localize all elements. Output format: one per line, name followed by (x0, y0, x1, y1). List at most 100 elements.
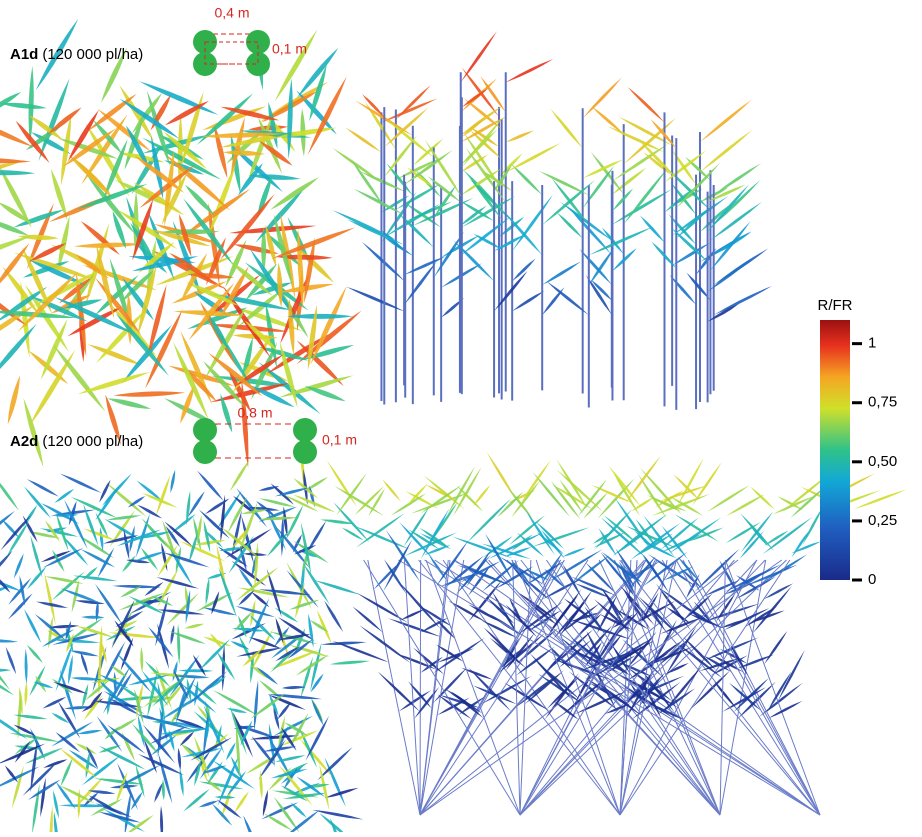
leaf (214, 124, 227, 179)
leaf (88, 94, 137, 131)
leaf (235, 606, 275, 617)
leaf (453, 467, 481, 516)
stem (420, 560, 782, 815)
leaf (512, 291, 544, 311)
leaf (677, 643, 723, 678)
leaf (687, 527, 723, 541)
leaf (280, 342, 298, 408)
leaf (708, 304, 739, 322)
leaf (81, 549, 116, 567)
leaf (95, 485, 119, 520)
stem (420, 560, 448, 815)
leaf (180, 768, 184, 797)
leaf (68, 306, 124, 336)
tick-label: 0,75 (868, 394, 897, 411)
leaf (311, 698, 323, 726)
leaf (330, 661, 370, 665)
leaf (506, 59, 554, 82)
leaf (420, 618, 447, 633)
leaf (14, 553, 24, 578)
leaf (640, 216, 665, 243)
leaf (778, 650, 805, 701)
leaf (140, 647, 143, 673)
leaf (542, 287, 564, 315)
spacing-icon (193, 418, 317, 464)
leaf (512, 258, 535, 281)
leaf (216, 651, 235, 680)
leaf (32, 784, 40, 832)
leaf (398, 581, 441, 629)
tick-label: 0,25 (868, 512, 897, 529)
leaf (310, 620, 329, 632)
leaf (532, 527, 590, 547)
leaf (69, 650, 99, 656)
leaf (473, 485, 490, 507)
leaf (406, 484, 427, 507)
leaf (289, 600, 320, 610)
leaf (407, 167, 434, 187)
leaf (764, 631, 787, 664)
leaf (613, 472, 640, 516)
leaf (24, 609, 41, 643)
leaf (306, 716, 330, 761)
colorbar-ticks: 10,750,500,250 (852, 335, 897, 588)
leaf (258, 517, 298, 520)
leaf (0, 158, 31, 163)
leaf (0, 639, 18, 642)
leaf (396, 85, 431, 120)
leaf (158, 753, 172, 803)
leaf (174, 675, 209, 678)
leaf (158, 545, 178, 577)
leaf (726, 494, 764, 515)
leaf (183, 789, 210, 812)
leaf (270, 177, 319, 210)
leaf (433, 638, 485, 674)
leaf (312, 810, 363, 820)
leaf (83, 528, 115, 540)
leaf (111, 666, 127, 678)
leaf (277, 263, 282, 308)
leaf (0, 117, 33, 147)
leaf (714, 286, 772, 315)
leaf (494, 165, 512, 191)
leaf (107, 398, 151, 409)
leaf (136, 764, 145, 797)
leaf (562, 548, 586, 557)
leaf (125, 791, 131, 832)
leaf (78, 372, 151, 394)
stem (426, 560, 520, 815)
density: (120 000 pl/ha) (42, 433, 143, 450)
plant-renders (0, 19, 906, 832)
leaf (263, 790, 268, 817)
leaf (184, 624, 204, 629)
panel-id: A1d (10, 46, 38, 63)
leaf (160, 806, 163, 832)
leaf (194, 680, 198, 705)
leaf (0, 202, 32, 223)
leaf (180, 385, 194, 424)
leaf (308, 76, 347, 154)
leaf (583, 159, 624, 178)
density: (120 000 pl/ha) (42, 46, 143, 63)
leaf (60, 474, 102, 494)
spacing-icon (193, 30, 270, 76)
row-spacing: 0,4 m (214, 5, 249, 21)
leaf (854, 490, 906, 510)
leaf (81, 616, 105, 619)
leaf (82, 684, 88, 709)
leaf (222, 643, 225, 691)
panel-label: A2d(120 000 pl/ha) (10, 433, 143, 450)
leaf (583, 77, 622, 118)
tick-label: 0 (868, 571, 876, 588)
leaf (467, 499, 511, 543)
leaf (218, 567, 236, 617)
leaf (460, 217, 511, 256)
leaf (404, 256, 445, 274)
leaf (214, 796, 235, 799)
leaf (170, 470, 175, 493)
leaf (506, 130, 534, 142)
row-spacing: 0,8 m (237, 405, 272, 421)
tick-label: 1 (868, 335, 876, 352)
leaf (351, 159, 385, 207)
leaf (2, 519, 20, 538)
